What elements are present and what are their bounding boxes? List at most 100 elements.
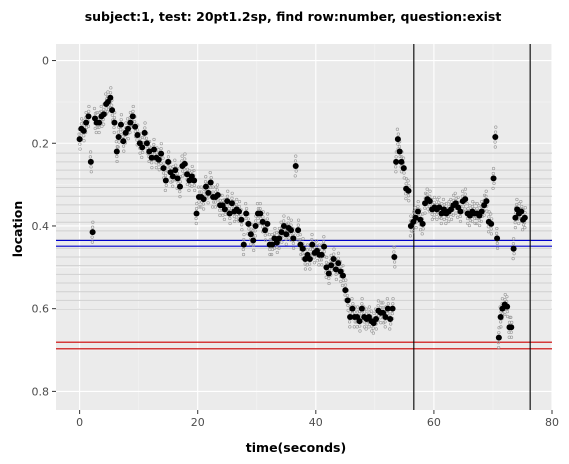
chart-title: subject:1, test: 20pt1.2sp, find row:num… xyxy=(85,9,502,24)
raw-sample-point xyxy=(463,192,467,196)
fixation-point xyxy=(269,241,276,248)
raw-sample-point xyxy=(379,301,383,305)
raw-sample-point xyxy=(156,148,161,152)
raw-sample-point xyxy=(435,217,439,221)
raw-sample-point xyxy=(99,109,103,114)
raw-sample-point xyxy=(491,186,495,190)
raw-sample-point xyxy=(202,192,206,196)
raw-sample-point xyxy=(82,139,86,143)
raw-sample-point xyxy=(359,312,363,316)
fixation-point xyxy=(398,158,405,165)
raw-sample-point xyxy=(318,258,322,262)
raw-sample-point xyxy=(391,302,395,306)
raw-sample-point xyxy=(409,229,413,233)
raw-sample-point xyxy=(388,327,392,331)
raw-sample-point xyxy=(374,327,378,331)
raw-sample-point xyxy=(159,142,163,146)
raw-sample-point xyxy=(505,309,509,314)
fixation-point xyxy=(391,253,398,260)
raw-sample-point xyxy=(286,221,290,225)
fixation-point xyxy=(148,154,155,161)
raw-sample-point xyxy=(496,340,500,345)
raw-sample-point xyxy=(163,188,167,192)
raw-sample-point xyxy=(322,240,326,244)
raw-sample-point xyxy=(213,200,217,204)
fixation-point xyxy=(85,113,92,120)
raw-sample-point xyxy=(511,242,515,246)
raw-sample-point xyxy=(228,221,232,226)
raw-sample-point xyxy=(121,134,125,138)
raw-sample-point xyxy=(376,299,381,303)
x-tick-label: 60 xyxy=(427,416,441,429)
raw-sample-point xyxy=(430,217,434,221)
raw-sample-point xyxy=(301,237,305,241)
raw-sample-point xyxy=(487,210,491,214)
fixation-point xyxy=(236,208,243,215)
raw-sample-point xyxy=(199,185,203,189)
raw-sample-point xyxy=(268,238,272,242)
raw-sample-point xyxy=(199,190,203,194)
raw-sample-point xyxy=(486,225,490,229)
fixation-point xyxy=(127,119,134,126)
plot-panel xyxy=(56,44,552,410)
fixation-point xyxy=(309,241,316,248)
raw-sample-point xyxy=(404,177,408,181)
fixation-point xyxy=(358,305,365,312)
raw-sample-point xyxy=(386,312,390,316)
raw-sample-point xyxy=(478,223,482,228)
raw-sample-point xyxy=(442,202,447,207)
raw-sample-point xyxy=(423,206,427,210)
raw-sample-point xyxy=(298,233,302,237)
raw-sample-point xyxy=(332,247,336,251)
raw-sample-point xyxy=(329,253,333,257)
raw-sample-point xyxy=(360,297,364,301)
raw-sample-point xyxy=(174,163,178,167)
raw-sample-point xyxy=(407,184,411,188)
raw-sample-point xyxy=(381,306,385,310)
raw-sample-point xyxy=(78,147,82,151)
raw-sample-point xyxy=(203,180,208,184)
fixation-point xyxy=(342,287,349,294)
raw-sample-point xyxy=(505,295,509,299)
raw-sample-point xyxy=(319,258,324,262)
raw-sample-point xyxy=(344,278,348,282)
raw-sample-point xyxy=(180,154,184,158)
raw-sample-point xyxy=(379,306,383,310)
fixation-point xyxy=(478,208,485,215)
raw-sample-point xyxy=(495,226,499,231)
raw-sample-point xyxy=(258,202,262,206)
fixation-point xyxy=(214,191,221,198)
raw-sample-point xyxy=(348,325,352,329)
fixation-point xyxy=(393,158,400,165)
raw-sample-point xyxy=(135,128,140,132)
raw-sample-point xyxy=(303,267,308,271)
fixation-point xyxy=(330,256,337,263)
raw-sample-point xyxy=(164,183,168,188)
raw-sample-point xyxy=(397,144,402,149)
raw-sample-point xyxy=(141,150,145,154)
raw-sample-point xyxy=(367,305,372,309)
raw-sample-point xyxy=(222,217,227,221)
raw-sample-point xyxy=(327,281,331,286)
raw-sample-point xyxy=(394,155,398,159)
fixation-point xyxy=(323,264,330,271)
raw-sample-point xyxy=(463,207,467,211)
raw-sample-point xyxy=(150,166,154,170)
raw-sample-point xyxy=(419,213,423,217)
axes: 0 20 40 60 80 0 0.2 0.4 0.6 0.8 xyxy=(32,55,560,429)
raw-sample-point xyxy=(390,312,394,316)
raw-sample-point xyxy=(108,91,113,95)
raw-sample-point xyxy=(435,197,439,202)
raw-sample-point xyxy=(190,169,194,173)
raw-sample-point xyxy=(470,219,474,224)
raw-sample-point xyxy=(468,218,472,223)
fixation-point xyxy=(405,187,412,194)
raw-sample-point xyxy=(161,156,165,160)
raw-sample-point xyxy=(154,166,158,170)
raw-sample-point xyxy=(517,202,521,206)
raw-sample-point xyxy=(170,179,175,183)
raw-sample-point xyxy=(432,215,436,219)
raw-sample-point xyxy=(87,104,91,109)
raw-sample-point xyxy=(477,218,481,223)
raw-sample-point xyxy=(289,218,293,222)
